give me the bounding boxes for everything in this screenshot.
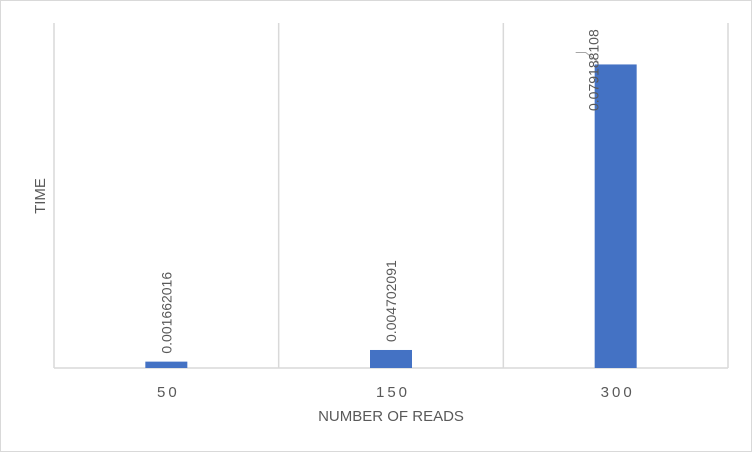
x-tick-labels: 50 150 300 bbox=[157, 384, 635, 401]
data-label: 0.001662016 bbox=[158, 272, 174, 354]
data-labels: 0.001662016 0.004702091 0.079188108 bbox=[158, 29, 601, 354]
bar-300 bbox=[594, 64, 637, 368]
x-tick-label: 300 bbox=[601, 384, 635, 401]
bars bbox=[145, 64, 637, 368]
x-axis-title: NUMBER OF READS bbox=[318, 408, 464, 425]
x-tick-label: 50 bbox=[157, 384, 180, 401]
x-tick-label: 150 bbox=[376, 384, 410, 401]
leader-line bbox=[575, 51, 599, 63]
bar-50 bbox=[145, 361, 188, 368]
bar-150 bbox=[370, 349, 412, 368]
data-label: 0.079188108 bbox=[586, 29, 602, 111]
data-label: 0.004702091 bbox=[383, 260, 399, 342]
y-axis-title: TIME bbox=[32, 178, 49, 214]
